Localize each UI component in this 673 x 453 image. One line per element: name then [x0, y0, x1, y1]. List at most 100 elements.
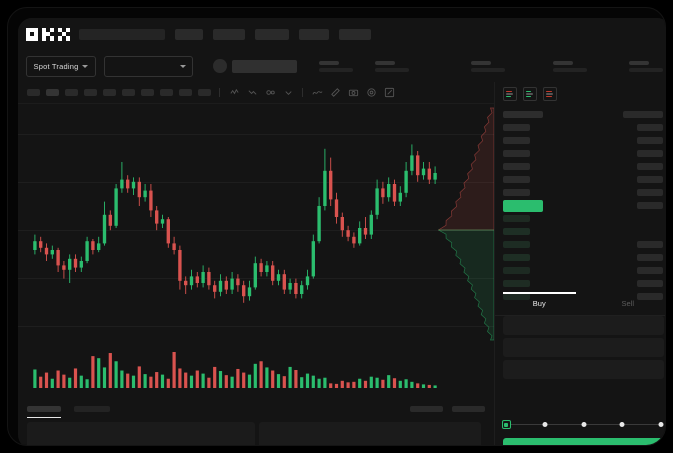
nav-item-5[interactable]	[339, 28, 371, 40]
tb-interval-4[interactable]	[84, 89, 97, 96]
order-book-ask-row[interactable]	[503, 173, 663, 186]
order-book-amount	[623, 111, 663, 118]
nav-item-2[interactable]	[213, 28, 245, 40]
order-book-bid-row[interactable]	[503, 277, 663, 290]
order-book-price	[503, 254, 530, 261]
okx-logo[interactable]	[26, 27, 70, 41]
tab-label	[27, 406, 61, 412]
tab-open-orders[interactable]	[27, 406, 61, 418]
order-book-ask-row[interactable]	[503, 121, 663, 134]
percentage-slider[interactable]	[501, 420, 664, 430]
order-amount-field[interactable]	[503, 338, 664, 357]
stat-value	[629, 67, 663, 72]
order-book-amount	[637, 202, 663, 209]
chevron-down-icon	[180, 64, 187, 68]
settings-icon[interactable]	[365, 87, 377, 99]
candle-chart-icon[interactable]	[228, 87, 240, 99]
order-book-price	[503, 176, 530, 183]
tb-interval-3[interactable]	[65, 89, 78, 96]
order-book-amount	[637, 163, 663, 170]
trend-line-icon[interactable]	[311, 87, 323, 99]
stat-label	[375, 60, 395, 65]
price-chart[interactable]	[18, 104, 494, 348]
order-book-asks-icon[interactable]	[543, 87, 557, 101]
tb-interval-6[interactable]	[122, 89, 135, 96]
trading-mode-selector[interactable]: Spot Trading	[26, 55, 96, 77]
tb-interval-8[interactable]	[160, 89, 173, 96]
tab-sell[interactable]: Sell	[584, 292, 666, 315]
tb-interval-10[interactable]	[198, 89, 211, 96]
bottom-panel-right[interactable]	[259, 422, 481, 445]
order-book-ask-row[interactable]	[503, 134, 663, 147]
tb-interval-5[interactable]	[103, 89, 116, 96]
stat-label	[319, 60, 339, 65]
tb-interval-7[interactable]	[141, 89, 154, 96]
ruler-icon[interactable]	[329, 87, 341, 99]
market-selector[interactable]	[104, 55, 194, 77]
nav-item-4[interactable]	[299, 28, 329, 40]
tb-interval-9[interactable]	[179, 89, 192, 96]
tab-buy[interactable]: Buy	[495, 292, 584, 315]
submit-buy-button[interactable]	[503, 438, 664, 445]
slider-step-dot[interactable]	[581, 422, 586, 427]
chevron-down-icon	[82, 64, 89, 68]
order-book-ask-row[interactable]	[503, 186, 663, 199]
order-book-bids-icon[interactable]	[523, 87, 537, 101]
stat-label	[629, 60, 649, 65]
nav-item-1[interactable]	[175, 28, 203, 40]
fullscreen-icon[interactable]	[383, 87, 395, 99]
order-book-price	[503, 280, 530, 287]
order-book-amount	[637, 280, 663, 287]
volume-chart[interactable]	[18, 348, 494, 396]
stat-volume-24h	[629, 60, 663, 72]
slider-step-dot[interactable]	[658, 422, 664, 427]
chevron-down-icon[interactable]	[282, 87, 294, 99]
tb-interval-2[interactable]	[46, 89, 59, 96]
stat-value	[375, 67, 409, 72]
order-book-both-icon[interactable]	[503, 87, 517, 101]
order-book-bid-row[interactable]	[503, 251, 663, 264]
slider-step-dot[interactable]	[542, 422, 548, 427]
bottom-tabs	[18, 396, 494, 422]
bottom-action-2[interactable]	[452, 406, 485, 412]
order-book-ask-row[interactable]	[503, 147, 663, 160]
order-price-field[interactable]	[503, 316, 664, 335]
order-book-amount	[637, 189, 663, 196]
tab-order-history[interactable]	[74, 406, 110, 412]
trading-mode-label: Spot Trading	[33, 61, 79, 71]
order-book-amount	[637, 293, 663, 300]
stat-value	[319, 67, 353, 72]
order-book-bid-row[interactable]	[503, 264, 663, 277]
slider-step-dot[interactable]	[619, 422, 625, 427]
order-book-header[interactable]	[503, 108, 663, 121]
buy-sell-tabs: Buy Sell	[495, 292, 666, 316]
indicator-icon[interactable]	[264, 87, 276, 99]
order-book-rows[interactable]	[495, 105, 665, 303]
order-book-price	[503, 150, 530, 157]
order-book-ask-row[interactable]	[503, 160, 663, 173]
order-book-bid-row[interactable]	[503, 225, 663, 238]
nav-item-search[interactable]	[79, 28, 165, 40]
depth-chart-overlay	[438, 107, 494, 341]
bottom-panel-left[interactable]	[27, 422, 255, 445]
order-book-spread-row[interactable]	[503, 199, 663, 212]
slider-handle[interactable]	[501, 420, 511, 429]
bottom-panels	[18, 422, 494, 445]
bottom-action-1[interactable]	[410, 406, 443, 412]
toolbar-divider	[219, 88, 220, 97]
tb-interval-1[interactable]	[27, 89, 40, 96]
camera-icon[interactable]	[347, 87, 359, 99]
order-book-price	[503, 111, 543, 118]
tab-label	[74, 406, 110, 412]
order-book-price	[503, 228, 530, 235]
order-book-bid-row[interactable]	[503, 212, 663, 225]
pair-name[interactable]	[231, 59, 297, 73]
stat-change-24h	[375, 60, 409, 72]
order-total-field[interactable]	[503, 360, 664, 379]
line-chart-icon[interactable]	[246, 87, 258, 99]
order-book-amount	[637, 267, 663, 274]
nav-item-3[interactable]	[255, 28, 289, 40]
order-book-bid-row[interactable]	[503, 238, 663, 251]
order-book-bid-row[interactable]	[503, 290, 663, 303]
